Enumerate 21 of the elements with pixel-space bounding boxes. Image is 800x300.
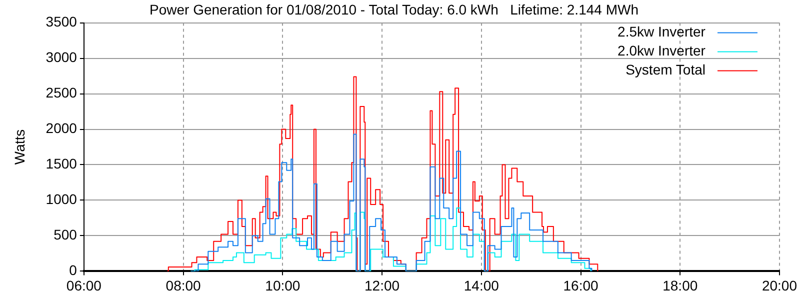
- y-tick-label: 1500: [46, 156, 78, 172]
- legend-label: 2.5kw Inverter: [618, 24, 706, 40]
- x-tick-label: 18:00: [662, 277, 698, 294]
- y-tick-label: 2000: [46, 120, 78, 136]
- x-tick-label: 14:00: [464, 277, 500, 294]
- x-tick-label: 08:00: [166, 277, 202, 294]
- y-tick-label: 2500: [46, 84, 78, 101]
- y-tick-label: 3500: [46, 14, 78, 30]
- x-tick-label: 16:00: [563, 277, 598, 294]
- legend-label: System Total: [626, 62, 706, 78]
- x-tick-label: 20:00: [762, 277, 798, 294]
- x-tick-label: 12:00: [364, 277, 400, 294]
- y-tick-label: 500: [54, 226, 78, 243]
- x-tick-label: 10:00: [265, 277, 300, 294]
- x-tick-label: 06:00: [66, 277, 102, 294]
- chart-title: Power Generation for 01/08/2010 - Total Today: 6.0 kWh Lifetime: 2.144 MWh: [150, 1, 638, 18]
- y-tick-label: 1000: [46, 191, 78, 208]
- y-tick-label: 3000: [46, 49, 78, 66]
- legend-label: 2.0kw Inverter: [618, 42, 706, 59]
- y-tick-label: 0: [69, 262, 78, 278]
- y-axis-title: Watts: [11, 129, 28, 165]
